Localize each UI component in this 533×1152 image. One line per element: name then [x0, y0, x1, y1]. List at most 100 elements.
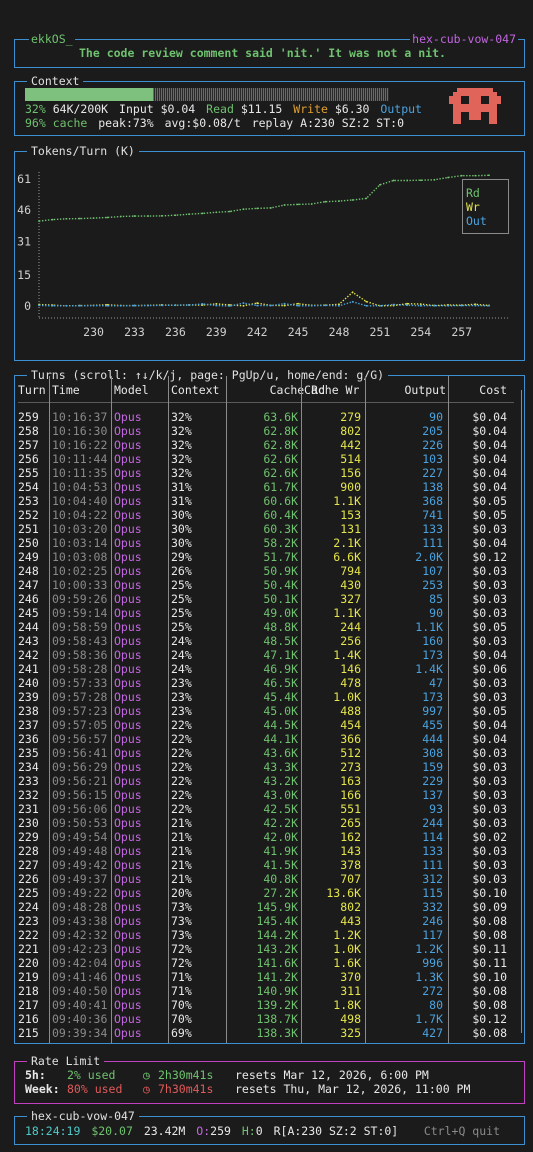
cell-output: 455 [422, 718, 443, 732]
cell-turn: 241 [18, 662, 39, 676]
table-row[interactable]: 233 09:56:21 Opus 22% 43.2K 163 229 $0.03 [15, 774, 524, 788]
col-turn[interactable]: Turn [18, 383, 46, 397]
table-row[interactable]: 218 09:40:50 Opus 71% 140.9K 311 272 $0.08 [15, 984, 524, 998]
cell-time: 09:48:28 [52, 900, 108, 914]
cell-model: Opus [114, 424, 142, 438]
col-output[interactable]: Output [404, 383, 446, 397]
cell-context: 22% [171, 746, 192, 760]
cell-turn: 248 [18, 564, 39, 578]
table-row[interactable]: 258 10:16:30 Opus 32% 62.8K 802 205 $0.04 [15, 424, 524, 438]
table-row[interactable]: 235 09:56:41 Opus 22% 43.6K 512 308 $0.03 [15, 746, 524, 760]
table-row[interactable]: 226 09:49:37 Opus 21% 40.8K 707 312 $0.03 [15, 872, 524, 886]
table-row[interactable]: 256 10:11:44 Opus 32% 62.6K 514 103 $0.04 [15, 452, 524, 466]
table-row[interactable]: 227 09:49:42 Opus 21% 41.5K 378 111 $0.03 [15, 858, 524, 872]
table-row[interactable]: 231 09:56:06 Opus 22% 42.5K 551 93 $0.03 [15, 802, 524, 816]
table-row[interactable]: 252 10:04:22 Opus 30% 60.4K 153 741 $0.05 [15, 508, 524, 522]
col-cache-wr[interactable]: Cache Wr [304, 383, 360, 397]
cell-turn: 215 [18, 1026, 39, 1040]
table-row[interactable]: 219 09:41:46 Opus 71% 141.2K 370 1.3K $0.10 [15, 970, 524, 984]
cell-output: 312 [422, 872, 443, 886]
table-row[interactable]: 251 10:03:20 Opus 30% 60.3K 131 133 $0.03 [15, 522, 524, 536]
table-row[interactable]: 223 09:43:38 Opus 73% 145.4K 443 246 $0.08 [15, 914, 524, 928]
table-row[interactable]: 244 09:58:59 Opus 25% 48.8K 244 1.1K $0.05 [15, 620, 524, 634]
table-row[interactable]: 259 10:16:37 Opus 32% 63.6K 279 90 $0.04 [15, 410, 524, 424]
cell-cache-rd: 60.4K [263, 508, 298, 522]
cell-model: Opus [114, 690, 142, 704]
cell-turn: 242 [18, 648, 39, 662]
data-point-rd [338, 200, 340, 202]
cell-output: 90 [429, 410, 443, 424]
table-row[interactable]: 224 09:48:28 Opus 73% 145.9K 802 332 $0.09 [15, 900, 524, 914]
table-row[interactable]: 257 10:16:22 Opus 32% 62.8K 442 226 $0.04 [15, 438, 524, 452]
cell-turn: 244 [18, 620, 39, 634]
footer-title: hex-cub-vow-047 [27, 1109, 139, 1123]
table-row[interactable]: 255 10:11:35 Opus 32% 62.6K 156 227 $0.04 [15, 466, 524, 480]
cell-context: 24% [171, 662, 192, 676]
table-row[interactable]: 246 09:59:26 Opus 25% 50.1K 327 85 $0.03 [15, 592, 524, 606]
five-h-reset: resets Mar 12, 2026, 6:00 PM [235, 1068, 429, 1082]
table-row[interactable]: 241 09:58:28 Opus 24% 46.9K 146 1.4K $0.06 [15, 662, 524, 676]
session-name: hex-cub-vow-047 [410, 32, 518, 46]
col-context[interactable]: Context [171, 383, 220, 397]
scrollbar[interactable] [521, 390, 522, 1033]
col-cost[interactable]: Cost [479, 383, 507, 397]
cell-output: 80 [429, 998, 443, 1012]
table-row[interactable]: 254 10:04:53 Opus 31% 61.7K 900 138 $0.04 [15, 480, 524, 494]
cell-cache-rd: 44.1K [263, 732, 298, 746]
table-row[interactable]: 225 09:49:22 Opus 20% 27.2K 13.6K 115 $0.10 [15, 886, 524, 900]
x-tick-label: 254 [410, 325, 431, 339]
table-row[interactable]: 234 09:56:29 Opus 22% 43.3K 273 159 $0.03 [15, 760, 524, 774]
turns-table[interactable]: Turn Time Model Context Cache Rd Cache W… [15, 376, 524, 1043]
table-row[interactable]: 222 09:42:32 Opus 73% 144.2K 1.2K 117 $0.08 [15, 928, 524, 942]
table-row[interactable]: 240 09:57:33 Opus 23% 46.5K 478 47 $0.03 [15, 676, 524, 690]
data-point-out [256, 304, 259, 307]
table-row[interactable]: 250 10:03:14 Opus 30% 58.2K 2.1K 111 $0.04 [15, 536, 524, 550]
col-cache-rd[interactable]: Cache Rd [269, 383, 325, 397]
table-row[interactable]: 238 09:57:23 Opus 23% 45.0K 488 997 $0.05 [15, 704, 524, 718]
table-row[interactable]: 230 09:50:53 Opus 21% 42.2K 265 244 $0.03 [15, 816, 524, 830]
table-row[interactable]: 215 09:39:34 Opus 69% 138.3K 325 427 $0.08 [15, 1026, 524, 1040]
table-row[interactable]: 242 09:58:36 Opus 24% 47.1K 1.4K 173 $0.04 [15, 648, 524, 662]
table-row[interactable]: 216 09:40:36 Opus 70% 138.7K 498 1.7K $0.12 [15, 1012, 524, 1026]
col-time[interactable]: Time [52, 383, 80, 397]
table-row[interactable]: 247 10:00:33 Opus 25% 50.4K 430 253 $0.03 [15, 578, 524, 592]
table-row[interactable]: 239 09:57:28 Opus 23% 45.4K 1.0K 173 $0.03 [15, 690, 524, 704]
cell-cache-wr: 163 [340, 774, 361, 788]
cell-model: Opus [114, 494, 142, 508]
cell-cost: $0.04 [472, 732, 507, 746]
cell-time: 09:42:04 [52, 956, 108, 970]
cell-cache-wr: 1.4K [333, 648, 361, 662]
cell-cache-wr: 162 [340, 830, 361, 844]
cell-turn: 240 [18, 676, 39, 690]
table-row[interactable]: 232 09:56:15 Opus 22% 43.0K 166 137 $0.03 [15, 788, 524, 802]
cell-time: 09:58:59 [52, 620, 108, 634]
cell-output: 133 [422, 522, 443, 536]
table-row[interactable]: 217 09:40:41 Opus 70% 139.2K 1.8K 80 $0.08 [15, 998, 524, 1012]
table-row[interactable]: 249 10:03:08 Opus 29% 51.7K 6.6K 2.0K $0.12 [15, 550, 524, 564]
cell-turn: 232 [18, 788, 39, 802]
table-row[interactable]: 221 09:42:23 Opus 72% 143.2K 1.0K 1.2K $0.11 [15, 942, 524, 956]
table-row[interactable]: 220 09:42:04 Opus 72% 141.6K 1.6K 996 $0.11 [15, 956, 524, 970]
table-row[interactable]: 245 09:59:14 Opus 25% 49.0K 1.1K 90 $0.03 [15, 606, 524, 620]
table-row[interactable]: 253 10:04:40 Opus 31% 60.6K 1.1K 368 $0.05 [15, 494, 524, 508]
table-row[interactable]: 248 10:02:25 Opus 26% 50.9K 794 107 $0.03 [15, 564, 524, 578]
cell-output: 246 [422, 914, 443, 928]
legend-wr: Wr [466, 200, 480, 214]
table-row[interactable]: 236 09:56:57 Opus 22% 44.1K 366 444 $0.04 [15, 732, 524, 746]
cell-context: 24% [171, 634, 192, 648]
cell-context: 32% [171, 452, 192, 466]
cell-time: 09:56:15 [52, 788, 108, 802]
table-row[interactable]: 229 09:49:54 Opus 21% 42.0K 162 114 $0.02 [15, 830, 524, 844]
x-tick-label: 245 [288, 325, 309, 339]
table-row[interactable]: 243 09:58:43 Opus 24% 48.5K 256 160 $0.03 [15, 634, 524, 648]
col-model[interactable]: Model [114, 383, 149, 397]
turns-panel[interactable]: Turns (scroll: ↑↓/k/j, page: PgUp/u, hom… [14, 368, 525, 1044]
cell-cache-wr: 442 [340, 438, 361, 452]
cell-cache-wr: 279 [340, 410, 361, 424]
data-point-rd [215, 211, 218, 214]
cell-cost: $0.03 [472, 564, 507, 578]
table-row[interactable]: 228 09:49:48 Opus 21% 41.9K 143 133 $0.03 [15, 844, 524, 858]
quit-hint[interactable]: Ctrl+Q quit [423, 1124, 500, 1138]
table-row[interactable]: 237 09:57:05 Opus 22% 44.5K 454 455 $0.04 [15, 718, 524, 732]
cell-cost: $0.10 [472, 970, 507, 984]
